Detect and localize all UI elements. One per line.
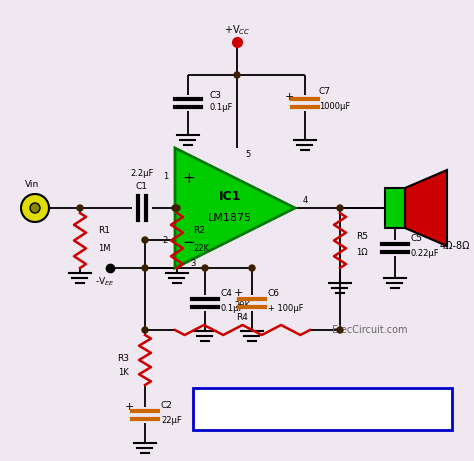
Circle shape — [202, 265, 208, 271]
Circle shape — [30, 203, 40, 213]
Text: C1: C1 — [136, 182, 148, 190]
Text: R4: R4 — [237, 313, 248, 321]
Text: -V$_{EE}$: -V$_{EE}$ — [95, 276, 115, 288]
Text: +V$_{CC}$: +V$_{CC}$ — [224, 23, 250, 37]
Text: +: + — [233, 288, 243, 298]
Text: R5: R5 — [356, 231, 368, 241]
Text: R2: R2 — [193, 225, 205, 235]
Text: 4: 4 — [303, 195, 308, 205]
Text: 20K: 20K — [235, 301, 250, 309]
Text: R1: R1 — [98, 225, 110, 235]
Text: 22K: 22K — [193, 243, 209, 253]
Circle shape — [142, 265, 148, 271]
Text: 22μF: 22μF — [161, 415, 182, 425]
Text: + 100μF: + 100μF — [268, 303, 303, 313]
Text: C6: C6 — [268, 289, 280, 297]
Circle shape — [172, 205, 178, 211]
Text: C4: C4 — [221, 289, 233, 297]
Polygon shape — [405, 170, 447, 246]
Text: 2: 2 — [163, 236, 168, 244]
Text: Vin: Vin — [25, 179, 39, 189]
Text: ElecCircuit.com: ElecCircuit.com — [332, 325, 408, 335]
Circle shape — [21, 194, 49, 222]
Bar — [385, 188, 405, 228]
Circle shape — [77, 205, 83, 211]
Text: C7: C7 — [319, 87, 331, 95]
Polygon shape — [175, 148, 295, 268]
Text: +: + — [284, 92, 294, 102]
Text: +: + — [182, 171, 195, 185]
Text: C3: C3 — [210, 90, 222, 100]
Text: 1M: 1M — [98, 243, 110, 253]
Text: −: − — [182, 235, 195, 249]
Text: LM1875: LM1875 — [208, 213, 252, 223]
Circle shape — [337, 327, 343, 333]
Text: 2.2μF: 2.2μF — [130, 169, 154, 177]
Text: C2: C2 — [161, 401, 173, 409]
Text: LM1815 Typical Applications: LM1815 Typical Applications — [216, 402, 428, 415]
Text: IC1: IC1 — [219, 189, 241, 202]
Text: C5: C5 — [411, 234, 423, 242]
FancyBboxPatch shape — [193, 388, 452, 430]
Circle shape — [337, 205, 343, 211]
Circle shape — [234, 72, 240, 78]
Circle shape — [142, 237, 148, 243]
Text: 1: 1 — [163, 171, 168, 181]
Text: 0.1μF: 0.1μF — [210, 102, 233, 112]
Text: R3: R3 — [117, 354, 129, 362]
Text: 1000μF: 1000μF — [319, 101, 350, 111]
Circle shape — [142, 327, 148, 333]
Text: 0.22μF: 0.22μF — [411, 248, 439, 258]
Text: 3: 3 — [191, 259, 196, 267]
Text: 5: 5 — [245, 149, 250, 159]
Text: 1K: 1K — [118, 367, 128, 377]
Circle shape — [174, 205, 180, 211]
Text: 1Ω: 1Ω — [356, 248, 368, 256]
Circle shape — [249, 265, 255, 271]
Text: 0.1μF: 0.1μF — [221, 303, 245, 313]
Text: 4Ω-8Ω: 4Ω-8Ω — [440, 241, 470, 251]
Text: +: + — [124, 402, 134, 412]
